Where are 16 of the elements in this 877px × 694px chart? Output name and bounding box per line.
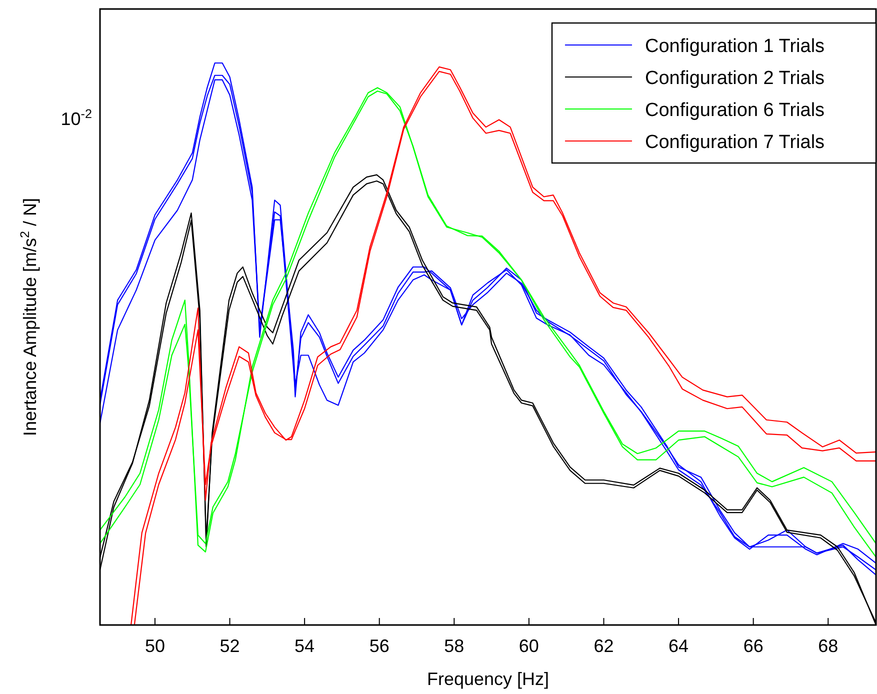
x-axis-title: Frequency [Hz] xyxy=(426,669,550,689)
x-tick-label: 66 xyxy=(743,636,764,656)
legend-label: Configuration 1 Trials xyxy=(645,36,825,57)
x-tick-label: 54 xyxy=(294,636,315,656)
x-tick-label: 58 xyxy=(444,636,464,656)
legend-label: Configuration 2 Trials xyxy=(645,68,825,89)
text: 10$^{-2}$ xyxy=(60,107,92,129)
x-tick-label: 68 xyxy=(818,636,838,656)
legend-label: Configuration 6 Trials xyxy=(645,100,825,121)
x-tick-label: 56 xyxy=(369,636,390,656)
x-tick-label: 52 xyxy=(220,636,240,656)
x-tick-label: 62 xyxy=(594,636,614,656)
x-tick-label: 64 xyxy=(668,636,689,656)
legend-label: Configuration 7 Trials xyxy=(645,132,825,153)
x-tick-label: 60 xyxy=(518,636,539,656)
x-tick-label: 50 xyxy=(144,636,165,656)
